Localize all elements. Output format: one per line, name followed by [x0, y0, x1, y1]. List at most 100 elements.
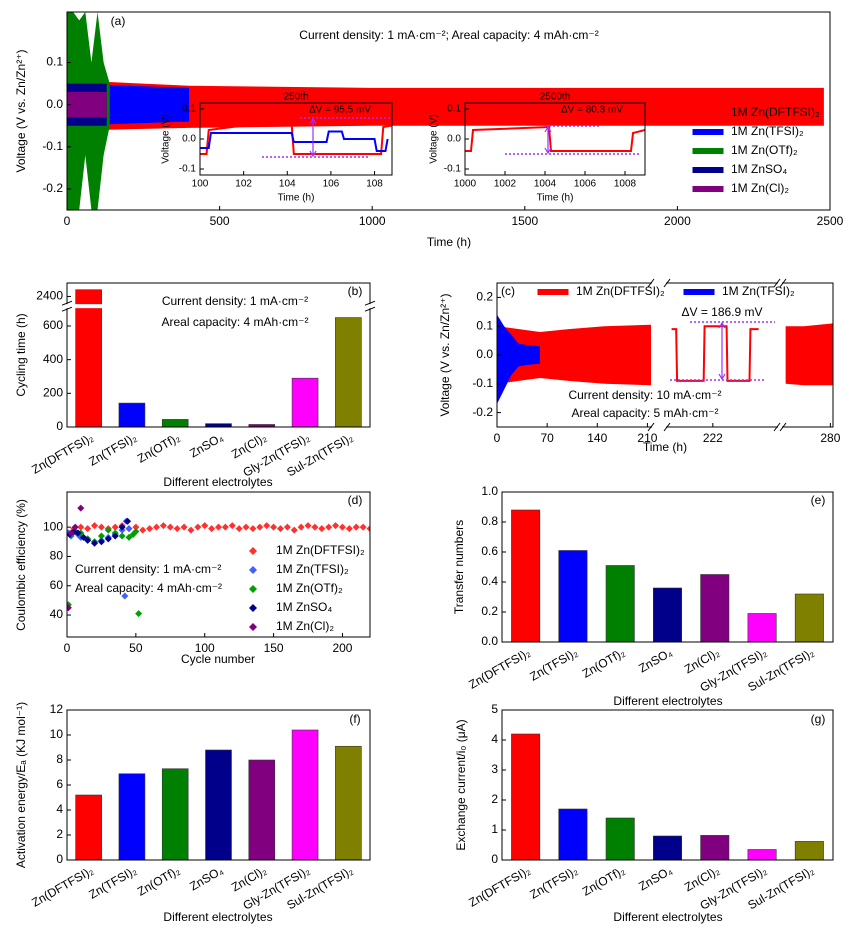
bar	[205, 423, 232, 428]
x-tick-label: 2500	[817, 214, 844, 228]
point	[270, 523, 278, 531]
point	[80, 533, 88, 541]
x-axis-label: Time (h)	[537, 193, 574, 204]
x-tick-label: 50	[129, 641, 143, 655]
point	[159, 522, 167, 530]
y-tick-label: -0.1	[42, 139, 63, 153]
bar	[291, 377, 319, 428]
annotation: Current density: 10 mA·cm⁻²	[568, 388, 721, 402]
x-tick-label: 104	[279, 179, 296, 190]
point	[97, 532, 105, 540]
point	[91, 539, 99, 547]
voltage-band	[497, 314, 540, 404]
bar	[511, 509, 541, 643]
point	[132, 523, 140, 531]
y-tick-label: 0.0	[46, 97, 63, 111]
arrow-head	[718, 321, 726, 381]
x-tick-label: Zn(TFSI)₂	[527, 645, 580, 684]
y-tick-label: 12	[50, 702, 64, 716]
x-tick-label: Zn(DFTFSI)₂	[29, 863, 96, 910]
y-tick-label: 0.1	[182, 104, 196, 115]
bar	[75, 289, 102, 428]
bar	[118, 402, 146, 428]
x-tick-label: Zn(OTf)₂	[135, 863, 183, 899]
annotation: Current density: 1 mA·cm⁻²; Areal capaci…	[299, 28, 598, 42]
x-axis-label: Cycle number	[181, 652, 255, 666]
y-tick-label: 0.6	[481, 544, 498, 558]
legend-label: 1M Zn(DFTFSI)₂	[731, 105, 820, 119]
x-axis-label: Time (h)	[643, 440, 687, 454]
point	[366, 525, 370, 533]
x-tick-label: ZnSO₄	[636, 863, 674, 893]
y-tick-label: 0.1	[476, 318, 493, 332]
y-tick-label: 1.0	[481, 484, 498, 498]
point	[121, 592, 129, 600]
point	[111, 532, 119, 540]
panel: -0.1 0.0 0.1 1000 1002 1004 1006 1008 Time (h) Vo…	[429, 92, 646, 204]
axes-frame	[501, 491, 834, 643]
x-tick-label: 1006	[574, 179, 597, 190]
voltage-band	[785, 323, 833, 386]
point	[132, 528, 140, 536]
break-slash	[779, 278, 787, 288]
point	[104, 526, 112, 534]
axis-break	[778, 425, 782, 429]
point	[71, 523, 79, 531]
point	[332, 522, 340, 530]
bar	[335, 745, 362, 861]
point	[139, 526, 147, 534]
legend-label: 1M Zn(TFSI)₂	[276, 562, 349, 576]
axis-break	[652, 425, 666, 429]
panel-label: (e)	[811, 493, 826, 507]
point	[228, 522, 236, 530]
y-tick-label: 4	[56, 802, 63, 816]
y-tick-label: 0.0	[182, 134, 196, 145]
x-tick-label: Zn(DFTFSI)₂	[466, 863, 533, 910]
annotation: Current density: 1 mA·cm⁻²	[162, 294, 308, 308]
legend-swatch	[692, 110, 724, 116]
legend-label: 1M Zn(OTf)₂	[731, 143, 798, 157]
point	[67, 529, 75, 537]
bar	[605, 817, 635, 861]
y-tick-label: 0.1	[447, 104, 461, 115]
inset-title: 250th	[283, 92, 308, 103]
y-tick-label: 10	[50, 727, 64, 741]
x-tick-label: Zn(TFSI)₂	[86, 430, 139, 469]
y-tick-label: 400	[43, 352, 63, 366]
axes-frame	[66, 491, 371, 638]
x-tick-label: 100	[195, 641, 215, 655]
x-tick-label: 1000	[359, 214, 386, 228]
break-slash	[773, 422, 781, 432]
x-tick-label: 0	[64, 641, 71, 655]
y-tick-label: 100	[43, 519, 63, 533]
y-tick-label: 6	[56, 777, 63, 791]
y-tick-label: 0	[56, 419, 63, 433]
x-tick-label: Zn(OTf)₂	[580, 645, 628, 681]
x-axis-label: Time (h)	[427, 235, 471, 249]
y-tick-label: 2400	[36, 289, 63, 303]
x-tick-label: 0	[494, 431, 501, 445]
point	[125, 525, 133, 533]
legend-swatch	[692, 148, 724, 154]
point	[77, 504, 85, 512]
legend-swatch	[249, 585, 257, 593]
y-tick-label: -0.2	[472, 405, 493, 419]
point	[359, 523, 367, 531]
point	[111, 523, 119, 531]
y-tick-label: 1	[491, 822, 498, 836]
legend-label: 1M Zn(DFTFSI)₂	[576, 284, 665, 298]
axes-frame	[66, 282, 371, 428]
point	[125, 533, 133, 541]
break-slash	[647, 422, 655, 432]
x-tick-label: ZnSO₄	[187, 430, 225, 460]
x-tick-label: Zn(DFTFSI)₂	[29, 430, 96, 477]
bar	[335, 317, 362, 428]
point	[304, 522, 312, 530]
break-slash	[663, 278, 671, 288]
x-axis-label: Time (h)	[278, 193, 315, 204]
bar	[700, 835, 730, 861]
y-axis-label: Coulombic efficiency (%)	[14, 499, 28, 631]
axis-break	[334, 304, 363, 309]
bar	[794, 593, 824, 643]
y-tick-label: -0.1	[472, 376, 493, 390]
